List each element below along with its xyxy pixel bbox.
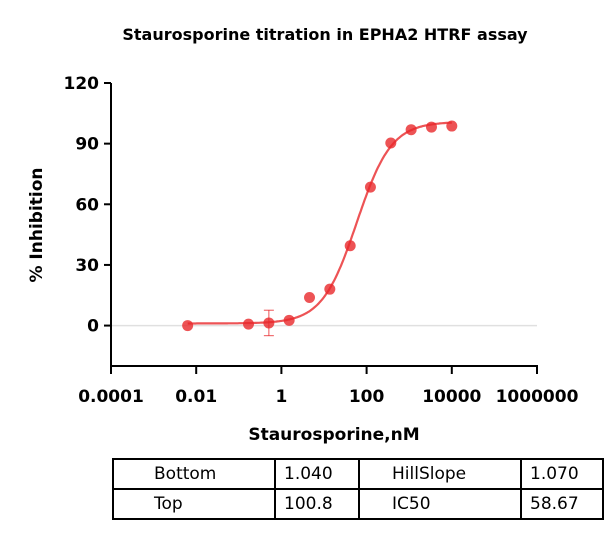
data-point <box>425 121 437 133</box>
y-tick-label: 60 <box>75 195 99 215</box>
data-point <box>182 320 194 332</box>
x-tick-label: 0.0001 <box>78 387 144 407</box>
fit-parameters-table: Bottom 1.040 HillSlope 1.070 Top 100.8 I… <box>112 458 604 520</box>
data-point <box>446 120 458 132</box>
table-row: Bottom 1.040 HillSlope 1.070 <box>112 458 604 490</box>
y-tick-label: 30 <box>75 256 99 276</box>
data-point <box>344 240 356 252</box>
table-cell: 100.8 <box>274 488 360 520</box>
data-point <box>304 291 316 303</box>
data-point <box>405 124 417 136</box>
data-point <box>263 317 275 329</box>
data-point <box>243 318 255 330</box>
y-tick-label: 120 <box>64 74 100 94</box>
data-point <box>385 137 397 149</box>
fit-curve <box>187 121 452 325</box>
table-cell: 1.040 <box>274 458 360 490</box>
table-cell: IC50 <box>358 488 522 520</box>
x-tick-label: 1 <box>275 387 287 407</box>
x-tick-label: 0.01 <box>175 387 217 407</box>
x-tick-label: 10000 <box>422 387 481 407</box>
x-axis-label: Staurosporine,nM <box>248 425 419 445</box>
table-cell: Top <box>112 488 276 520</box>
table-cell: 58.67 <box>520 488 604 520</box>
table-cell: 1.070 <box>520 458 604 490</box>
table-row: Top 100.8 IC50 58.67 <box>112 488 604 520</box>
data-point <box>364 181 376 193</box>
y-axis-label: % Inhibition <box>27 167 47 282</box>
data-point <box>283 314 295 326</box>
table-cell: Bottom <box>112 458 276 490</box>
table-cell: HillSlope <box>358 458 522 490</box>
y-tick-label: 90 <box>75 135 99 155</box>
chart-title: Staurosporine titration in EPHA2 HTRF as… <box>122 25 528 44</box>
x-tick-label: 1000000 <box>496 387 579 407</box>
data-point <box>324 283 336 295</box>
x-tick-label: 100 <box>349 387 385 407</box>
y-tick-label: 0 <box>87 317 99 337</box>
